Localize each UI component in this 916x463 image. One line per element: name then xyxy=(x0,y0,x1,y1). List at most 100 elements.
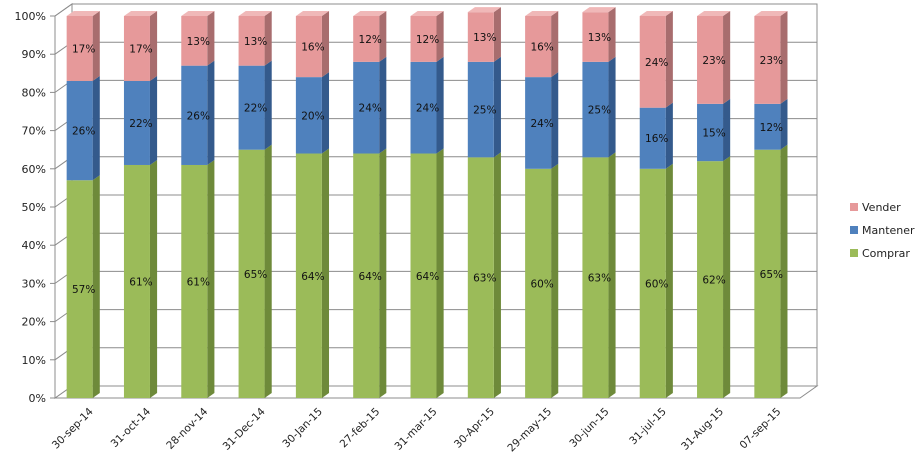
bar-vender xyxy=(410,16,437,62)
bar-comprar xyxy=(123,164,150,398)
x-tick-label: 27-feb-15 xyxy=(338,406,383,451)
bar-comprar xyxy=(467,157,494,398)
legend-label-vender: Vender xyxy=(862,201,901,214)
bar-mantener xyxy=(181,65,208,165)
x-tick-label: 07-sep-15 xyxy=(738,406,784,452)
bar-mantener xyxy=(639,107,666,169)
bar-side-comprar xyxy=(264,144,272,398)
x-tick-label: 30-Apr-15 xyxy=(452,406,497,451)
bar-side-vender xyxy=(551,10,559,78)
bar-top xyxy=(66,10,100,16)
x-tick-label: 31-jul-15 xyxy=(627,406,669,448)
bar-side-mantener xyxy=(665,102,673,169)
data-label: 16% xyxy=(301,42,324,54)
bar-side-comprar xyxy=(723,156,731,398)
data-label: 23% xyxy=(702,55,725,67)
data-label: 13% xyxy=(473,32,496,44)
data-label: 64% xyxy=(359,271,382,283)
data-label: 12% xyxy=(359,34,382,46)
bar-comprar xyxy=(410,153,437,398)
bar-side-mantener xyxy=(493,56,501,158)
x-tick-label: 31-oct-14 xyxy=(109,405,154,450)
legend-swatch-comprar xyxy=(850,249,858,257)
data-label: 24% xyxy=(416,103,439,115)
data-label: 22% xyxy=(244,103,267,115)
bar-top xyxy=(525,10,559,16)
bar-top xyxy=(123,10,158,16)
data-label: 17% xyxy=(72,43,95,55)
bar-side-comprar xyxy=(608,152,616,398)
data-label: 61% xyxy=(129,276,152,288)
x-tick-label: 30-Jan-15 xyxy=(280,406,325,451)
bar-top xyxy=(754,10,788,16)
x-tick-label: 31-Aug-15 xyxy=(679,406,726,453)
bar-top xyxy=(410,10,444,16)
bar-mantener xyxy=(353,61,380,154)
bar-comprar xyxy=(525,168,552,398)
bar-side-vender xyxy=(149,10,158,81)
bar-side-comprar xyxy=(207,159,215,398)
bar-side-comprar xyxy=(780,144,788,398)
data-label: 22% xyxy=(129,118,152,130)
bar-side-comprar xyxy=(92,175,100,398)
bar-side-vender xyxy=(665,10,673,108)
y-tick-label: 80% xyxy=(22,86,46,99)
legend-swatch-vender xyxy=(850,203,858,211)
bar-side-mantener xyxy=(321,72,330,154)
legend-swatch-mantener xyxy=(850,226,858,234)
data-label: 57% xyxy=(72,284,95,296)
bar-top xyxy=(467,7,501,13)
bar-side-mantener xyxy=(149,75,158,165)
bar-side-mantener xyxy=(379,56,387,154)
data-label: 23% xyxy=(760,55,783,67)
bar-side-vender xyxy=(723,10,731,104)
bar-side-vender xyxy=(780,10,788,104)
bar-top xyxy=(295,10,330,16)
bar-mantener xyxy=(123,80,150,165)
bar-vender xyxy=(181,16,208,66)
bar-mantener xyxy=(66,80,93,181)
bar-comprar xyxy=(754,149,781,398)
y-tick-label: 60% xyxy=(22,163,46,176)
bar-vender xyxy=(525,16,552,78)
bar-side-comprar xyxy=(321,148,330,398)
data-label: 16% xyxy=(530,42,553,54)
data-label: 26% xyxy=(187,110,210,122)
bar-vender xyxy=(66,16,93,81)
data-label: 20% xyxy=(301,110,324,122)
bar-comprar xyxy=(238,149,265,398)
data-label: 26% xyxy=(72,126,95,138)
y-tick-label: 90% xyxy=(22,48,46,61)
bar-side-vender xyxy=(207,10,215,66)
bar-side-comprar xyxy=(149,159,158,398)
data-label: 12% xyxy=(760,122,783,134)
bar-vender xyxy=(123,16,150,81)
data-label: 24% xyxy=(530,118,553,130)
y-tick-label: 10% xyxy=(22,354,46,367)
y-tick-label: 40% xyxy=(22,239,46,252)
y-tick-label: 30% xyxy=(22,277,46,290)
data-label: 13% xyxy=(244,36,267,48)
data-label: 15% xyxy=(702,128,725,140)
bar-comprar xyxy=(639,168,666,398)
bar-comprar xyxy=(66,180,93,398)
bar-top xyxy=(238,10,272,16)
data-label: 24% xyxy=(359,103,382,115)
legend-label-comprar: Comprar xyxy=(862,247,910,260)
bar-side-mantener xyxy=(436,56,444,154)
bar-side-mantener xyxy=(608,56,616,158)
bar-top xyxy=(639,10,673,16)
data-label: 64% xyxy=(301,271,324,283)
bar-side-comprar xyxy=(436,148,444,398)
bar-top xyxy=(582,7,616,13)
bar-vender xyxy=(467,12,494,62)
y-tick-label: 20% xyxy=(22,316,46,329)
bar-mantener xyxy=(754,103,781,150)
bar-mantener xyxy=(238,65,265,150)
bar-vender xyxy=(353,16,380,62)
legend-label-mantener: Mantener xyxy=(862,224,915,237)
x-tick-label: 29-may-15 xyxy=(505,406,554,455)
y-tick-label: 50% xyxy=(22,201,46,214)
bar-vender xyxy=(639,16,666,108)
bar-side-vender xyxy=(264,10,272,66)
